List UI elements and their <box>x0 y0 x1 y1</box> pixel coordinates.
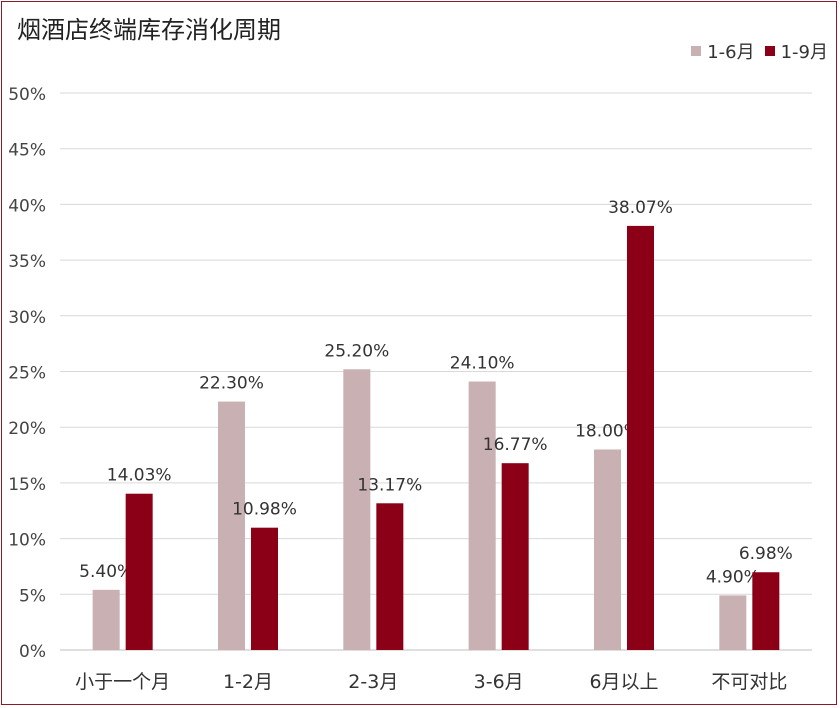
data-label-series-1: 5.40% <box>79 562 133 582</box>
y-tick-label: 15% <box>8 475 46 495</box>
data-label-series-2: 38.07% <box>608 198 673 218</box>
y-tick-label: 10% <box>8 531 46 551</box>
y-tick-label: 35% <box>8 252 46 272</box>
data-label-series-2: 14.03% <box>107 466 172 486</box>
x-tick-label: 3-6月 <box>474 671 524 693</box>
legend-label-series-1: 1-6月 <box>707 42 755 63</box>
y-tick-label: 5% <box>19 586 46 606</box>
data-label-series-1: 25.20% <box>324 341 389 361</box>
bar-series-2 <box>376 503 404 650</box>
x-tick-label: 不可对比 <box>711 671 787 693</box>
chart-title: 烟酒店终端库存消化周期 <box>17 16 281 44</box>
x-tick-label: 6月以上 <box>589 671 658 693</box>
legend-swatch-series-2 <box>764 46 775 56</box>
data-label-series-2: 6.98% <box>739 544 793 564</box>
data-label-series-1: 22.30% <box>199 374 264 394</box>
bar-series-2 <box>752 572 780 650</box>
bar-series-1 <box>594 449 621 650</box>
legend-label-series-2: 1-9月 <box>780 42 828 63</box>
bar-series-1 <box>343 369 371 650</box>
x-tick-label: 1-2月 <box>223 671 273 693</box>
bar-series-1 <box>92 589 120 650</box>
data-label-series-2: 16.77% <box>483 435 548 455</box>
y-tick-label: 45% <box>8 141 46 161</box>
legend: 1-6月 1-9月 <box>691 38 828 64</box>
data-label-series-1: 18.00% <box>575 421 640 441</box>
legend-swatch-series-1 <box>691 46 702 56</box>
data-label-series-1: 24.10% <box>450 354 515 374</box>
legend-item-series-2: 1-9月 <box>764 38 828 64</box>
bar-series-2 <box>627 225 654 650</box>
bar-series-2 <box>501 463 529 650</box>
x-tick-label: 小于一个月 <box>75 671 170 693</box>
y-tick-label: 25% <box>8 364 46 384</box>
legend-item-series-1: 1-6月 <box>691 38 755 64</box>
data-label-series-2: 13.17% <box>357 475 422 495</box>
bar-series-1 <box>218 401 245 650</box>
bar-series-2 <box>251 527 278 650</box>
y-tick-label: 20% <box>8 419 46 439</box>
y-tick-label: 0% <box>19 642 46 662</box>
bar-series-2 <box>125 493 153 650</box>
bar-series-1 <box>719 595 747 650</box>
bar-series-1 <box>468 381 496 650</box>
y-tick-label: 50% <box>8 85 46 105</box>
data-label-series-1: 4.90% <box>706 567 760 587</box>
y-tick-label: 40% <box>8 196 46 216</box>
data-label-series-2: 10.98% <box>232 500 297 520</box>
x-tick-label: 2-3月 <box>348 671 398 693</box>
y-tick-label: 30% <box>8 308 46 328</box>
